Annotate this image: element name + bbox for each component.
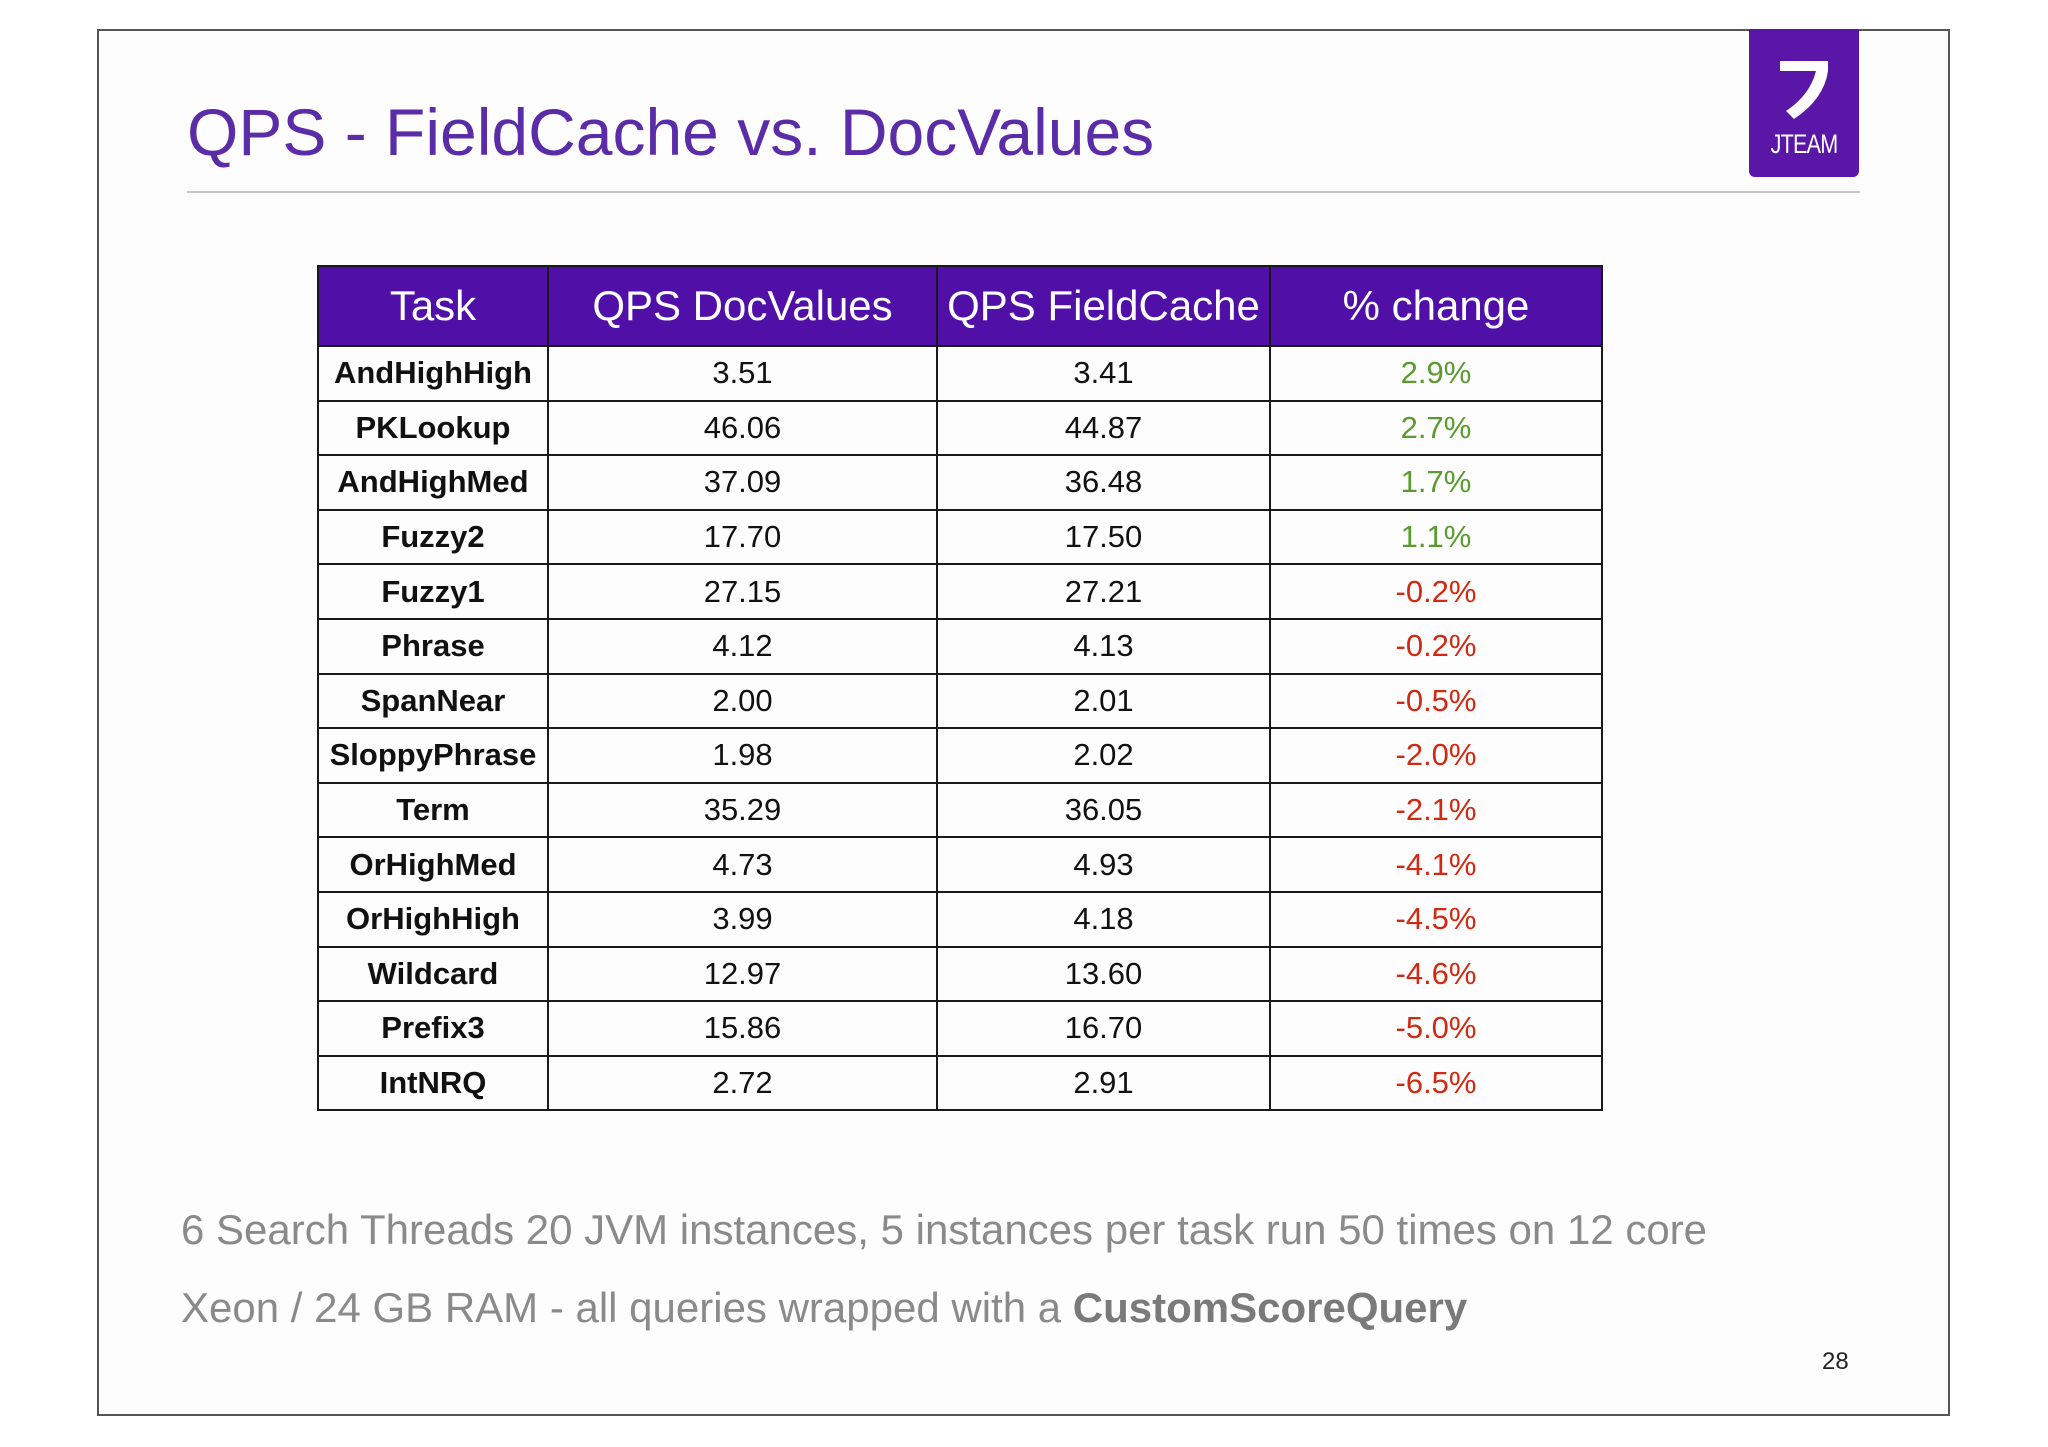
page-number: 28 (1822, 1348, 1849, 1375)
docvalues-cell: 3.51 (547, 345, 938, 402)
table-row: AndHighMed 37.09 36.48 1.7% (317, 454, 1603, 511)
fieldcache-cell: 44.87 (936, 399, 1271, 457)
table-row: PKLookup 46.06 44.87 2.7% (317, 399, 1603, 457)
docvalues-cell: 2.72 (547, 1054, 938, 1112)
docvalues-cell: 2.00 (547, 672, 938, 730)
header-qps-fieldcache: QPS FieldCache (936, 265, 1271, 347)
fieldcache-cell: 36.05 (936, 781, 1271, 839)
docvalues-cell: 37.09 (547, 454, 938, 511)
table-body: AndHighHigh 3.51 3.41 2.9% PKLookup 46.06 44.8… (317, 345, 1603, 1112)
change-cell: -4.1% (1269, 836, 1603, 893)
change-cell: -0.2% (1269, 617, 1603, 675)
footnote-line-2: Xeon / 24 GB RAM - all queries wrapped w… (181, 1284, 1467, 1332)
qps-comparison-table: Task QPS DocValues QPS FieldCache % chan… (317, 265, 1603, 1112)
fieldcache-cell: 16.70 (936, 1000, 1271, 1057)
table-row: Fuzzy2 17.70 17.50 1.1% (317, 508, 1603, 566)
table-row: AndHighHigh 3.51 3.41 2.9% (317, 345, 1603, 402)
task-cell: Fuzzy1 (317, 563, 549, 620)
change-cell: -5.0% (1269, 1000, 1603, 1057)
fieldcache-cell: 4.18 (936, 890, 1271, 948)
docvalues-cell: 27.15 (547, 563, 938, 620)
change-cell: 1.7% (1269, 454, 1603, 511)
task-cell: Prefix3 (317, 1000, 549, 1057)
docvalues-cell: 4.12 (547, 617, 938, 675)
docvalues-cell: 4.73 (547, 836, 938, 893)
docvalues-cell: 35.29 (547, 781, 938, 839)
docvalues-cell: 1.98 (547, 727, 938, 784)
task-cell: SpanNear (317, 672, 549, 730)
docvalues-cell: 15.86 (547, 1000, 938, 1057)
fieldcache-cell: 3.41 (936, 345, 1271, 402)
table-row: Prefix3 15.86 16.70 -5.0% (317, 1000, 1603, 1057)
fieldcache-cell: 36.48 (936, 454, 1271, 511)
table-header-row: Task QPS DocValues QPS FieldCache % chan… (317, 265, 1603, 347)
task-cell: Fuzzy2 (317, 508, 549, 566)
change-cell: 1.1% (1269, 508, 1603, 566)
change-cell: -2.0% (1269, 727, 1603, 784)
task-cell: IntNRQ (317, 1054, 549, 1112)
jteam-logo: JTEAM (1749, 29, 1859, 177)
task-cell: AndHighMed (317, 454, 549, 511)
task-cell: Wildcard (317, 945, 549, 1003)
footnote-bold-term: CustomScoreQuery (1072, 1284, 1468, 1331)
table-row: Phrase 4.12 4.13 -0.2% (317, 617, 1603, 675)
change-cell: -0.5% (1269, 672, 1603, 730)
table-row: Wildcard 12.97 13.60 -4.6% (317, 945, 1603, 1003)
table-row: SloppyPhrase 1.98 2.02 -2.0% (317, 727, 1603, 784)
docvalues-cell: 17.70 (547, 508, 938, 566)
fieldcache-cell: 4.93 (936, 836, 1271, 893)
fieldcache-cell: 4.13 (936, 617, 1271, 675)
docvalues-cell: 46.06 (547, 399, 938, 457)
change-cell: -2.1% (1269, 781, 1603, 839)
task-cell: OrHighMed (317, 836, 549, 893)
footnote-line-1: 6 Search Threads 20 JVM instances, 5 ins… (181, 1206, 1708, 1253)
fieldcache-cell: 17.50 (936, 508, 1271, 566)
change-cell: -4.5% (1269, 890, 1603, 948)
change-cell: -6.5% (1269, 1054, 1603, 1112)
fieldcache-cell: 13.60 (936, 945, 1271, 1003)
table-row: OrHighHigh 3.99 4.18 -4.5% (317, 890, 1603, 948)
task-cell: Phrase (317, 617, 549, 675)
logo-mark-icon (1780, 61, 1828, 119)
task-cell: OrHighHigh (317, 890, 549, 948)
table-row: Term 35.29 36.05 -2.1% (317, 781, 1603, 839)
table-row: Fuzzy1 27.15 27.21 -0.2% (317, 563, 1603, 620)
change-cell: -4.6% (1269, 945, 1603, 1003)
title-divider (187, 191, 1860, 193)
footnote-line-2-text: Xeon / 24 GB RAM - all queries wrapped w… (181, 1284, 1073, 1331)
logo-text: JTEAM (1770, 129, 1839, 159)
change-cell: 2.7% (1269, 399, 1603, 457)
header-percent-change: % change (1269, 265, 1603, 347)
task-cell: Term (317, 781, 549, 839)
task-cell: SloppyPhrase (317, 727, 549, 784)
task-cell: AndHighHigh (317, 345, 549, 402)
task-cell: PKLookup (317, 399, 549, 457)
change-cell: 2.9% (1269, 345, 1603, 402)
fieldcache-cell: 2.02 (936, 727, 1271, 784)
fieldcache-cell: 27.21 (936, 563, 1271, 620)
slide-title: QPS - FieldCache vs. DocValues (187, 95, 1155, 169)
header-qps-docvalues: QPS DocValues (547, 265, 938, 347)
header-task: Task (317, 265, 549, 347)
docvalues-cell: 12.97 (547, 945, 938, 1003)
docvalues-cell: 3.99 (547, 890, 938, 948)
table-row: IntNRQ 2.72 2.91 -6.5% (317, 1054, 1603, 1112)
table-row: OrHighMed 4.73 4.93 -4.1% (317, 836, 1603, 893)
fieldcache-cell: 2.01 (936, 672, 1271, 730)
fieldcache-cell: 2.91 (936, 1054, 1271, 1112)
change-cell: -0.2% (1269, 563, 1603, 620)
table-row: SpanNear 2.00 2.01 -0.5% (317, 672, 1603, 730)
